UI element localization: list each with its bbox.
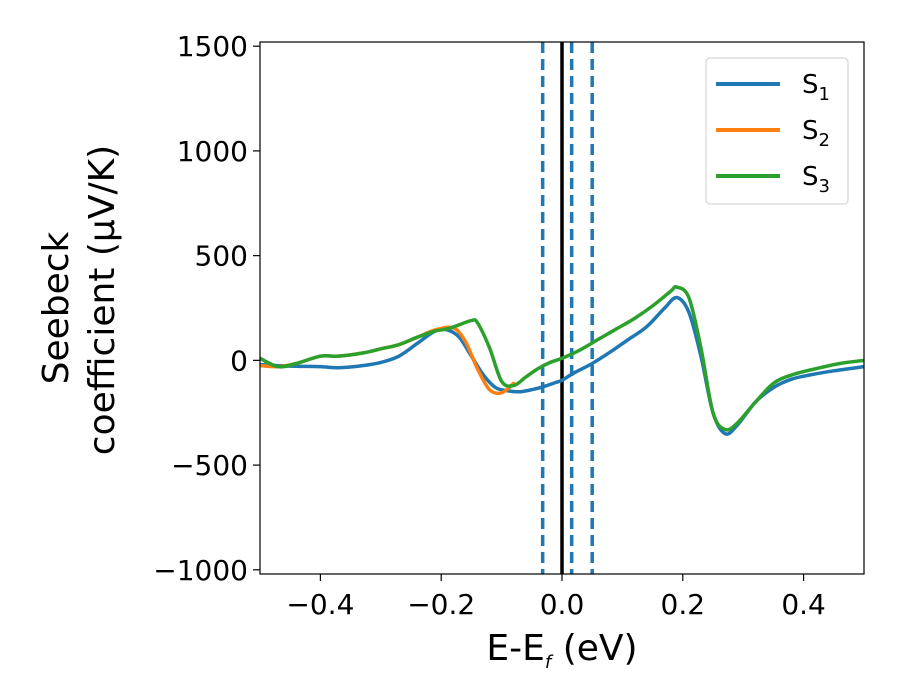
x-axis-ticks: −0.4 −0.2 0.0 0.2 0.4 [286, 574, 826, 621]
y-tick-label: 500 [195, 240, 248, 273]
y-tick-label: 1000 [177, 135, 248, 168]
x-tick-label: 0.0 [540, 588, 585, 621]
y-tick-label: −500 [171, 449, 248, 482]
legend: S1 S2 S3 [705, 57, 849, 205]
legend-label: S2 [802, 116, 830, 151]
legend-label: S3 [802, 162, 830, 197]
series-line-s1 [260, 295, 864, 436]
y-axis-title-line1: Seebeck [36, 231, 77, 384]
x-tick-label: 0.4 [781, 588, 826, 621]
vertical-lines [540, 42, 594, 574]
series-lines [260, 285, 864, 436]
x-tick-label: −0.2 [407, 588, 475, 621]
series-line-s3 [260, 285, 864, 432]
y-tick-label: 0 [230, 344, 248, 377]
y-tick-label: −1000 [153, 554, 248, 587]
x-axis-title: E-Ef (eV) [486, 628, 637, 673]
legend-label: S1 [802, 70, 830, 105]
x-tick-label: −0.4 [286, 588, 354, 621]
x-tick-label: 0.2 [661, 588, 706, 621]
y-axis-title-line2: coefficient (μV/K) [82, 145, 123, 455]
y-tick-label: 1500 [177, 30, 248, 63]
y-axis-ticks: −1000 −500 0 500 1000 1500 [153, 30, 260, 587]
